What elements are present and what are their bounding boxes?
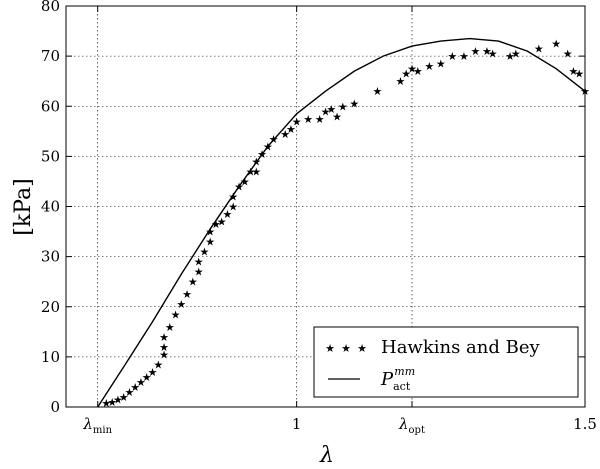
y-tick-label: 40: [41, 198, 60, 216]
hawkins-point: ★: [413, 65, 423, 78]
hawkins-point: ★: [488, 48, 498, 61]
hawkins-point: ★: [551, 38, 561, 51]
y-tick-label: 70: [41, 47, 60, 65]
legend-scatter-symbol: ★ ★ ★: [325, 342, 367, 355]
hawkins-point: ★: [292, 115, 302, 128]
hawkins-point: ★: [205, 236, 215, 249]
hawkins-point: ★: [194, 266, 204, 279]
hawkins-point: ★: [401, 68, 411, 81]
hawkins-point: ★: [263, 140, 273, 153]
y-tick-label: 10: [41, 348, 60, 366]
hawkins-point: ★: [165, 321, 175, 334]
hawkins-point: ★: [240, 175, 250, 188]
hawkins-point: ★: [569, 65, 579, 78]
hawkins-point: ★: [228, 190, 238, 203]
hawkins-point: ★: [251, 155, 261, 168]
hawkins-point: ★: [372, 85, 382, 98]
y-axis-title: [kPa]: [11, 178, 36, 235]
hawkins-point: ★: [321, 105, 331, 118]
legend-label-hawkins: Hawkins and Bey: [381, 337, 541, 358]
hawkins-point: ★: [159, 341, 169, 354]
hawkins-point: ★: [159, 331, 169, 344]
hawkins-point: ★: [269, 133, 279, 146]
hawkins-point: ★: [205, 226, 215, 239]
hawkins-point: ★: [217, 216, 227, 229]
hawkins-point: ★: [176, 298, 186, 311]
hawkins-point: ★: [223, 208, 233, 221]
scatter-layer: ★★★★★★★★★★★★★★★★★★★★★★★★★★★★★★★★★★★★ ★★★ ★…: [101, 38, 590, 410]
hawkins-point: ★: [280, 128, 290, 141]
hawkins-point: ★: [142, 371, 152, 384]
hawkins-point: ★: [563, 48, 573, 61]
hawkins-point: ★: [338, 100, 348, 113]
hawkins-point: ★: [286, 123, 296, 136]
x-tick-label: 1: [292, 415, 302, 433]
hawkins-point: ★: [188, 276, 198, 289]
hawkins-point: ★: [107, 396, 117, 409]
hawkins-point: ★: [119, 391, 129, 404]
hawkins-point: ★: [228, 201, 238, 214]
hawkins-point: ★: [251, 165, 261, 178]
model-curve-line: [97, 37, 586, 408]
y-tick-label: 80: [41, 0, 60, 15]
hawkins-point: ★: [332, 110, 342, 123]
hawkins-point: ★: [534, 43, 544, 56]
hawkins-point: ★: [482, 45, 492, 58]
y-tick-label: 60: [41, 97, 60, 115]
hawkins-point: ★: [459, 50, 469, 63]
hawkins-point: ★: [199, 246, 209, 259]
hawkins-point: ★: [470, 45, 480, 58]
hawkins-point: ★: [574, 68, 584, 81]
hawkins-point: ★: [124, 386, 134, 399]
y-tick-label: 0: [50, 398, 60, 416]
hawkins-point: ★: [436, 58, 446, 71]
x-axis-title: λ: [319, 443, 334, 468]
ticks: [66, 5, 586, 408]
y-tick-label: 20: [41, 298, 60, 316]
hawkins-point: ★: [326, 103, 336, 116]
legend-box: [313, 326, 579, 398]
hawkins-point: ★: [113, 393, 123, 406]
y-tick-label: 50: [41, 147, 60, 165]
legend-star: ★: [325, 342, 335, 355]
hawkins-point: ★: [136, 376, 146, 389]
hawkins-point: ★: [101, 397, 111, 410]
hawkins-point: ★: [148, 366, 158, 379]
hawkins-point: ★: [246, 165, 256, 178]
legend-label-pact: Pactmm: [380, 365, 415, 393]
hawkins-point: ★: [349, 98, 359, 111]
hawkins-point: ★: [159, 348, 169, 361]
hawkins-point: ★: [130, 381, 140, 394]
hawkins-point: ★: [257, 148, 267, 161]
hawkins-point: ★: [194, 256, 204, 269]
legend-star: ★: [341, 342, 351, 355]
hawkins-point: ★: [424, 60, 434, 73]
hawkins-point: ★: [315, 113, 325, 126]
hawkins-point: ★: [303, 113, 313, 126]
x-tick-label: λopt: [398, 415, 425, 436]
hawkins-point: ★: [182, 288, 192, 301]
hawkins-point: ★: [407, 63, 417, 76]
hawkins-point: ★: [153, 358, 163, 371]
legend: ★ ★ ★ Hawkins and Bey Pactmm: [313, 326, 579, 398]
x-tick-label: 1.5: [573, 415, 597, 433]
tick-labels: λmin 1 λopt 1.5 0 10 20 30 40 50 60 70 80: [41, 0, 597, 436]
curve-layer: [97, 37, 586, 408]
legend-star: ★: [357, 342, 367, 355]
hawkins-point: ★: [234, 180, 244, 193]
hawkins-point: ★: [171, 308, 181, 321]
hawkins-point: ★: [505, 50, 515, 63]
hawkins-point: ★: [511, 48, 521, 61]
y-tick-label: 30: [41, 248, 60, 266]
hawkins-point: ★: [447, 50, 457, 63]
hawkins-point: ★: [211, 218, 221, 231]
x-tick-label: λmin: [82, 415, 112, 436]
hawkins-point: ★: [396, 75, 406, 88]
